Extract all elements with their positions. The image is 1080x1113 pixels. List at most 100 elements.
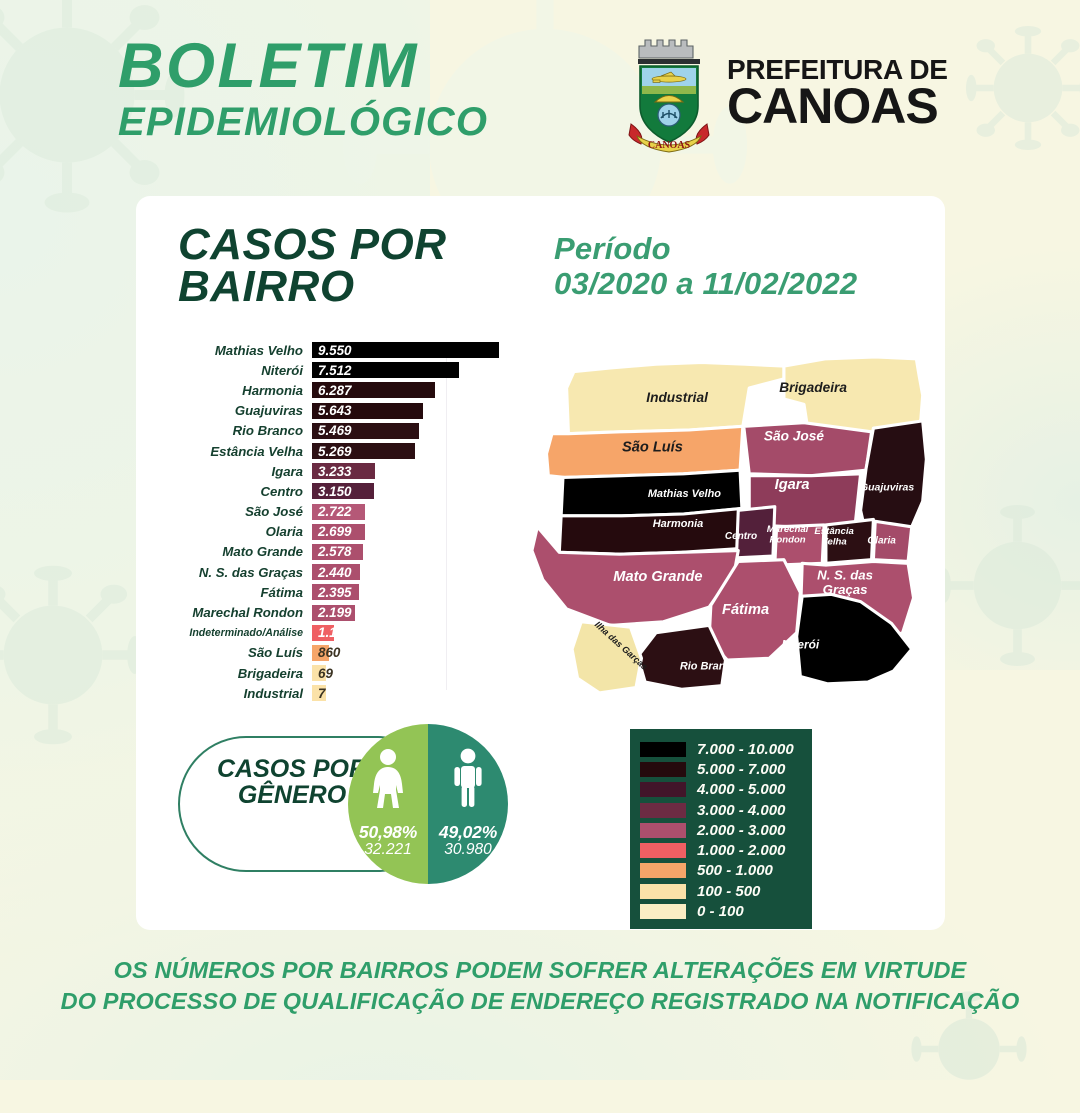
bar-label: Guajuviras: [234, 403, 303, 419]
bar: 2.199: [312, 604, 356, 621]
map-region-label: N. S. das Graças: [817, 567, 873, 596]
female-percent: 50,98%: [358, 822, 418, 843]
legend-color-swatch: [640, 782, 686, 798]
legend-range-label: 500 - 1.000: [697, 862, 773, 880]
map-region: [557, 506, 742, 556]
virus-particle-icon: [965, 25, 1080, 151]
legend-color-swatch: [640, 843, 686, 859]
bar-label: Brigadeira: [237, 665, 303, 681]
footer-line-2: DO PROCESSO DE QUALIFICAÇÃO DE ENDEREÇO …: [60, 988, 1020, 1015]
map-region-label: Guajuviras: [860, 481, 914, 493]
crest-ribbon-text: CANOAS: [648, 140, 691, 151]
map-region-label: Industrial: [646, 390, 709, 405]
pie-slice-male: 49,02% 30.980: [428, 724, 508, 884]
bar-label: Mato Grande: [222, 544, 303, 560]
title-block: BOLETIM EPIDEMIOLÓGICO: [118, 35, 488, 142]
legend-item: 100 - 500: [640, 881, 800, 901]
bar-value-label: 3.150: [318, 483, 352, 499]
map-region: [795, 592, 914, 686]
canoas-coat-of-arms-icon: CANOAS: [628, 39, 710, 153]
bar-value-label: 6.287: [318, 382, 352, 398]
bar-chart-row: Mato Grande 2.578: [164, 542, 524, 562]
bar-value-label: 860: [318, 645, 341, 661]
virus-particle-icon: [911, 991, 1027, 1080]
bar-label: Igara: [271, 463, 303, 479]
map-region: [636, 623, 728, 691]
bar-value-label: 7.512: [318, 362, 352, 378]
bar: 2.722: [312, 503, 366, 520]
legend-item: 5.000 - 7.000: [640, 759, 800, 779]
legend-item: 4.000 - 5.000: [640, 780, 800, 800]
map-region-label: Centro: [725, 531, 757, 542]
bar-chart-row: São Luís 860: [164, 643, 524, 663]
bar-chart-row: São José 2.722: [164, 502, 524, 522]
legend-item: 2.000 - 3.000: [640, 820, 800, 840]
bar-value-label: 2.395: [318, 584, 352, 600]
female-count: 32.221: [364, 841, 412, 859]
bar-label: Olaria: [265, 524, 303, 540]
map-region-label: São Luís: [622, 439, 683, 455]
bar-value-label: 2.722: [318, 504, 352, 520]
map-region-label: Igara: [775, 477, 810, 493]
map-region-label: Rio Branco: [680, 660, 739, 672]
bar: 7.512: [312, 362, 460, 379]
bar-value-label: 69: [318, 665, 333, 681]
period-label: Período: [554, 231, 671, 266]
bar-value-label: 3.233: [318, 463, 352, 479]
bar: 7: [312, 685, 326, 702]
bar-label: São Luís: [248, 645, 303, 661]
map-region-label: Brigadeira: [779, 380, 847, 395]
legend-item: 500 - 1.000: [640, 861, 800, 881]
legend-color-swatch: [640, 741, 686, 757]
map-region: [824, 517, 875, 565]
legend-range-label: 2.000 - 3.000: [697, 821, 786, 839]
bar-label: Centro: [260, 483, 304, 499]
bar-label: Indeterminado/Análise: [189, 626, 303, 639]
bar-label: Harmonia: [242, 382, 303, 398]
map-region: [871, 519, 914, 564]
bar-chart-row: Mathias Velho 9.550: [164, 340, 524, 360]
map-region-label: Niterói: [782, 638, 820, 652]
legend-range-label: 5.000 - 7.000: [697, 760, 786, 778]
gender-section: CASOS POR GÊNERO 50,98% 32.221: [164, 720, 524, 890]
male-percent: 49,02%: [438, 822, 498, 843]
bar: 1.119: [312, 624, 351, 641]
bar-chart-row: Guajuviras 5.643: [164, 401, 524, 421]
content-card: CASOS POR BAIRRO Período 03/2020 a 11/02…: [136, 196, 945, 930]
bar-label: Estância Velha: [210, 443, 303, 459]
bar-value-label: 2.199: [318, 605, 352, 621]
footer-line-1: OS NÚMEROS POR BAIRROS PODEM SOFRER ALTE…: [113, 957, 967, 983]
bar-value-label: 2.578: [318, 544, 352, 560]
legend-color-swatch: [640, 822, 686, 838]
bar-value-label: 1.119: [318, 625, 351, 641]
bar-chart-row: Marechal Rondon 2.199: [164, 602, 524, 622]
bar-chart-row: Estância Velha 5.269: [164, 441, 524, 461]
female-figure-icon: [348, 748, 428, 810]
bar: 69: [312, 665, 333, 682]
male-figure-icon: [428, 748, 508, 808]
map-region-label: São José: [764, 428, 824, 443]
bar: 5.269: [312, 443, 416, 460]
bar-value-label: 5.269: [318, 443, 352, 459]
bar-chart-row: Igara 3.233: [164, 461, 524, 481]
gender-section-title: CASOS POR GÊNERO: [216, 755, 368, 809]
bar: 3.150: [312, 483, 374, 500]
map-region: [734, 505, 777, 560]
legend-item: 1.000 - 2.000: [640, 840, 800, 860]
section-title-casos-por-bairro: CASOS POR BAIRRO: [178, 220, 447, 312]
bar-chart-row: Centro 3.150: [164, 481, 524, 501]
map-region-label: Mato Grande: [613, 569, 702, 585]
legend-color-swatch: [640, 904, 686, 920]
brand-line-canoas: CANOAS: [727, 77, 939, 134]
bar: 860: [312, 644, 340, 661]
brand-lockup: CANOAS PREFEITURA DE CANOAS: [625, 32, 948, 154]
bar-chart-row: Industrial 7: [164, 683, 524, 703]
bar-value-label: 7: [318, 685, 326, 701]
pie-slice-female: 50,98% 32.221: [348, 724, 428, 884]
bar-value-label: 2.699: [318, 524, 352, 540]
bar: 6.287: [312, 382, 436, 399]
bar-chart-row: N. S. das Graças 2.440: [164, 562, 524, 582]
legend-range-label: 0 - 100: [697, 903, 744, 921]
bar-label: Marechal Rondon: [192, 605, 303, 621]
bar-value-label: 2.440: [318, 564, 352, 580]
